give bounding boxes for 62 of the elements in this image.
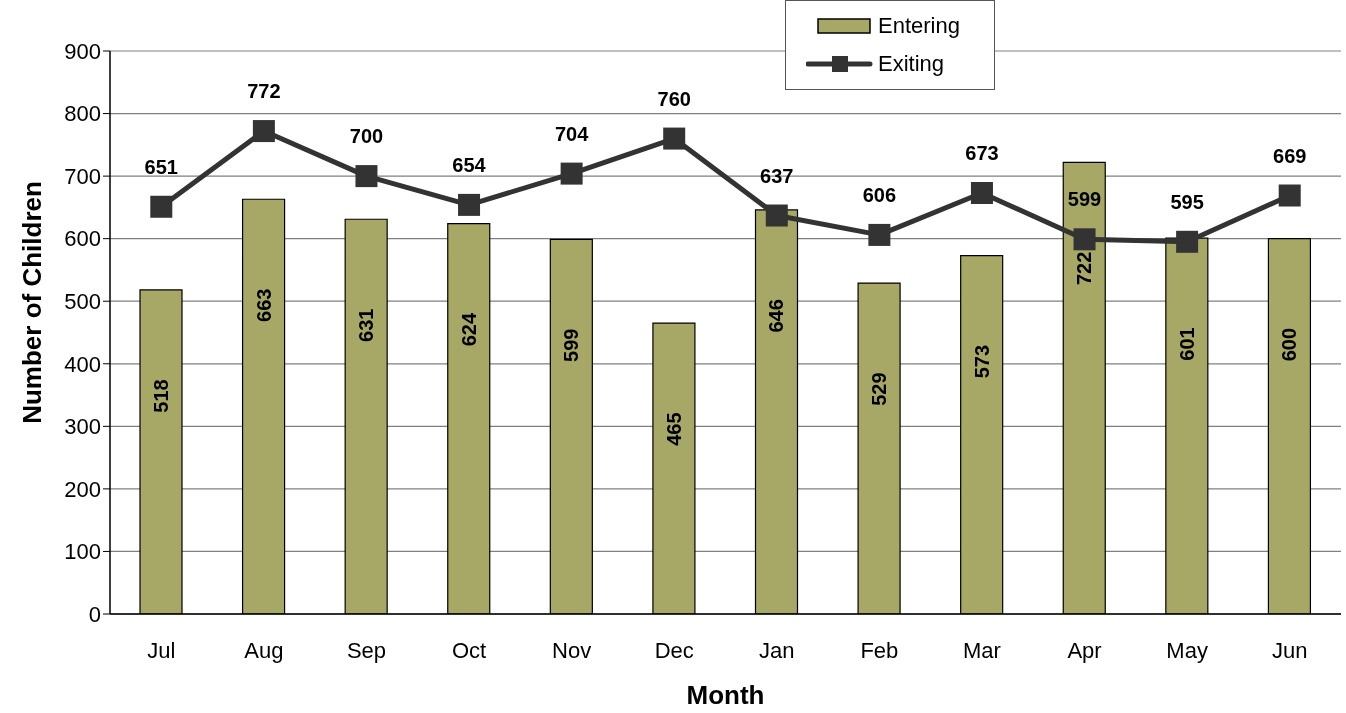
data-label: 663 (252, 288, 275, 322)
x-tick-label: Oct (451, 637, 487, 663)
x-tick-label: Apr (1067, 637, 1102, 663)
x-tick-label: Dec (654, 637, 694, 663)
x-tick-label: Aug (244, 637, 284, 663)
data-label: 651 (144, 155, 178, 178)
x-tick-label: Jul (147, 637, 176, 663)
y-tick-label: 600 (64, 226, 101, 252)
data-label: 654 (452, 153, 487, 176)
data-label: 700 (349, 125, 384, 148)
legend-label: Entering (878, 13, 960, 39)
x-tick-label: Jun (1271, 637, 1308, 663)
data-label: 631 (355, 308, 378, 342)
data-label: 599 (560, 328, 583, 362)
x-tick-label: Sep (346, 637, 387, 663)
data-label: 760 (657, 87, 691, 110)
data-label: 600 (1278, 327, 1301, 362)
data-label: 722 (1073, 251, 1096, 286)
x-tick-label: Nov (552, 637, 592, 663)
x-tick-label: Feb (860, 637, 899, 663)
y-tick-label: 900 (64, 38, 101, 64)
point (150, 195, 173, 218)
y-tick-label: 0 (88, 601, 101, 627)
data-label: 573 (970, 344, 993, 379)
y-tick-label: 200 (64, 476, 101, 502)
point (1278, 184, 1301, 207)
data-label: 624 (457, 312, 480, 347)
point (765, 204, 788, 227)
y-tick-label: 700 (64, 163, 101, 189)
data-label: 673 (965, 142, 999, 164)
x-axis-title: Month (686, 680, 765, 711)
point (663, 127, 686, 150)
legend-label: Exiting (878, 51, 945, 77)
point (252, 120, 275, 143)
x-tick-label: Jan (759, 637, 795, 663)
y-tick-label: 800 (64, 101, 101, 127)
y-tick-label: 400 (64, 351, 101, 377)
y-tick-label: 100 (64, 539, 101, 565)
data-label: 704 (554, 122, 590, 145)
point (560, 162, 583, 185)
data-label: 595 (1170, 190, 1204, 213)
point (355, 165, 378, 188)
data-label: 465 (662, 412, 685, 446)
point (868, 223, 891, 246)
data-label: 601 (1175, 327, 1198, 361)
data-label: 599 (1067, 188, 1102, 211)
data-label: 637 (760, 164, 794, 187)
y-axis-title: Number of Children (17, 181, 48, 424)
data-label: 606 (862, 183, 897, 206)
data-label: 646 (765, 299, 788, 333)
data-label: 529 (868, 372, 891, 406)
data-label: 772 (247, 80, 281, 103)
point (458, 193, 481, 216)
y-tick-label: 300 (64, 414, 101, 440)
y-tick-label: 500 (64, 289, 101, 315)
point (970, 182, 993, 204)
x-tick-label: Mar (963, 637, 1001, 663)
data-label: 669 (1273, 144, 1307, 167)
point (1073, 228, 1096, 251)
data-label: 518 (150, 379, 172, 413)
point (1176, 230, 1199, 253)
x-tick-label: May (1166, 637, 1208, 663)
